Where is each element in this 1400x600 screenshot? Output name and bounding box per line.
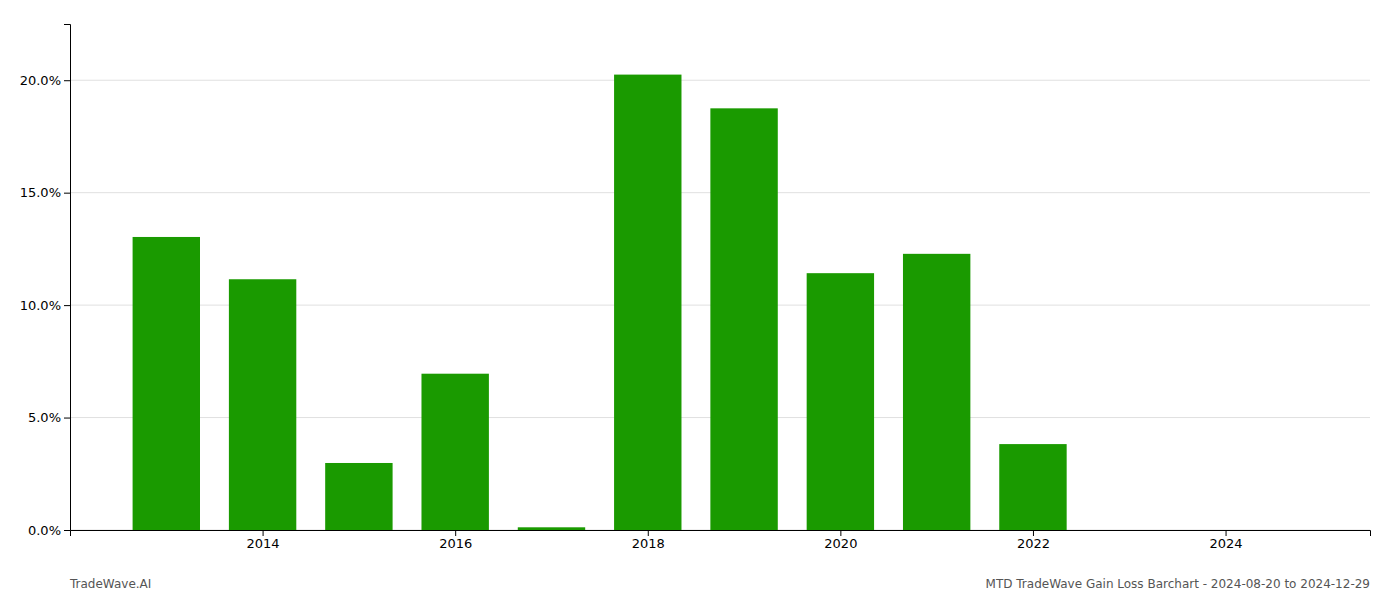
chart-svg: 2014 2016 2018 2020 2022 2024 0.0% 5.0% 10.0% 15.…	[0, 0, 1400, 600]
bar	[229, 279, 296, 530]
y-tick-mark	[64, 530, 70, 531]
y-tick-mark	[64, 80, 70, 81]
x-tick-mark	[455, 530, 456, 536]
bar	[710, 108, 777, 530]
y-tick: 5.0%	[28, 410, 70, 425]
y-tick: 0.0%	[28, 523, 70, 538]
x-tick: 2016	[439, 530, 472, 551]
y-tick-label: 5.0%	[28, 410, 61, 425]
y-tick-mark	[64, 418, 70, 419]
bar	[999, 444, 1066, 530]
y-tick-mark	[64, 193, 70, 194]
x-tick-label: 2014	[247, 536, 280, 551]
y-tick: 20.0%	[20, 73, 70, 88]
bar	[614, 75, 681, 530]
bar	[421, 374, 488, 530]
x-tick: 2014	[247, 530, 280, 551]
bar	[1096, 530, 1163, 531]
footer-right: MTD TradeWave Gain Loss Barchart - 2024-…	[986, 577, 1370, 591]
x-tick: 2020	[824, 530, 857, 551]
x-axis-line	[71, 531, 1371, 537]
bar	[325, 463, 392, 530]
bar	[133, 237, 200, 530]
grid-line	[70, 80, 1370, 81]
x-tick-mark	[648, 530, 649, 536]
y-axis-line	[64, 25, 71, 531]
x-axis: 2014 2016 2018 2020 2022 2024	[71, 530, 1371, 551]
y-tick: 10.0%	[20, 298, 70, 313]
x-tick-mark	[263, 530, 264, 536]
bar	[518, 527, 585, 530]
y-tick-label: 10.0%	[20, 298, 61, 313]
x-tick: 2022	[1017, 530, 1050, 551]
chart-container: 2014 2016 2018 2020 2022 2024 0.0% 5.0% 10.0% 15.…	[0, 0, 1400, 600]
x-tick-label: 2016	[439, 536, 472, 551]
grid	[70, 80, 1370, 530]
x-tick-label: 2022	[1017, 536, 1050, 551]
y-tick-label: 0.0%	[28, 523, 61, 538]
x-tick-label: 2018	[632, 536, 665, 551]
plot-area: 2014 2016 2018 2020 2022 2024 0.0% 5.0% 10.0% 15.…	[20, 25, 1371, 552]
y-tick-label: 15.0%	[20, 185, 61, 200]
x-tick: 2024	[1210, 530, 1243, 551]
x-tick-label: 2020	[824, 536, 857, 551]
x-tick: 2018	[632, 530, 665, 551]
y-tick-mark	[64, 305, 70, 306]
y-axis: 0.0% 5.0% 10.0% 15.0% 20.0%	[20, 25, 71, 538]
y-tick-label: 20.0%	[20, 73, 61, 88]
bars	[133, 75, 1067, 530]
x-tick-label: 2024	[1210, 536, 1243, 551]
x-tick-mark	[840, 530, 841, 536]
bar	[807, 273, 874, 530]
x-tick-mark	[1033, 530, 1034, 536]
x-tick-mark	[1226, 530, 1227, 536]
bar	[903, 254, 970, 530]
footer-left: TradeWave.AI	[69, 577, 151, 591]
y-tick: 15.0%	[20, 185, 70, 200]
